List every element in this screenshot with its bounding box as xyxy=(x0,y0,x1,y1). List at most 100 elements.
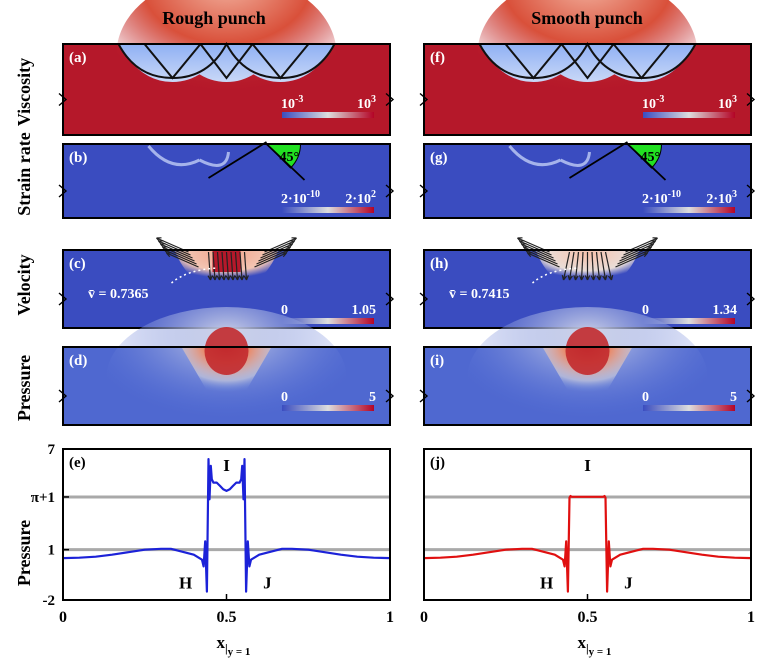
colorbar-min-label: 0 xyxy=(642,303,649,318)
panel-label: (h) xyxy=(430,256,448,272)
colorbar-max-label: 1.34 xyxy=(713,303,738,318)
velocity-arrow xyxy=(207,251,212,281)
colorbar-min-label: 10-3 xyxy=(642,94,664,112)
panel-label: (b) xyxy=(69,150,87,166)
colorbar-max-label: 103 xyxy=(718,94,737,112)
series-line-rough xyxy=(62,458,391,593)
y-tick-label: 1 xyxy=(48,543,56,559)
side-boundary-marker xyxy=(58,184,68,198)
slip-line xyxy=(612,43,671,80)
panel-d: 0 5 (d) xyxy=(58,307,395,447)
colorbar xyxy=(282,318,374,324)
side-boundary-marker xyxy=(419,389,429,403)
panel-label: (a) xyxy=(69,50,87,66)
side-boundary-marker xyxy=(385,292,395,306)
row-label-4: Pressure xyxy=(14,520,34,586)
colorbar-max-label: 5 xyxy=(730,390,737,405)
velocity-arrow xyxy=(243,251,248,281)
mean-velocity-label: v̄ = 0.7365 xyxy=(88,287,148,302)
line-chart-0: (e) I H J 0 0.5 1 x|y = 1 -2 1 π+1 7 xyxy=(31,442,394,658)
velocity-arrow xyxy=(580,251,584,281)
arrow-head xyxy=(243,275,249,281)
arrow-head xyxy=(238,275,245,281)
annotation-J: J xyxy=(263,573,272,592)
pressure-peak xyxy=(565,327,610,375)
annotation-H: H xyxy=(179,573,192,592)
row-label-3: Pressure xyxy=(14,355,34,421)
strain-band xyxy=(508,145,591,167)
panel-label: (d) xyxy=(69,353,87,369)
panel-label: (i) xyxy=(430,353,444,369)
angle-label: 45° xyxy=(280,150,300,165)
velocity-arrow xyxy=(591,251,595,281)
velocity-arrow xyxy=(527,252,560,268)
panel-f: 10-3 103 (f) xyxy=(419,0,756,136)
row-label-2: Velocity xyxy=(14,254,34,315)
arrow-head xyxy=(590,275,596,281)
colorbar-max-label: 103 xyxy=(357,94,376,112)
y-tick-label: -2 xyxy=(43,593,56,609)
slip-line xyxy=(251,43,310,80)
mean-velocity-leader xyxy=(171,267,217,284)
panel-frame xyxy=(62,143,391,219)
pressure-peak xyxy=(204,327,249,375)
velocity-arrow xyxy=(225,251,230,281)
arrow-head xyxy=(225,275,231,281)
x-tick-label: 0 xyxy=(420,609,428,626)
velocity-arrow xyxy=(166,252,199,268)
line-chart-1: (j) I H J 0 0.5 1 x|y = 1 xyxy=(420,448,755,658)
slip-line xyxy=(199,43,254,80)
side-boundary-marker xyxy=(419,292,429,306)
slip-line xyxy=(265,143,306,181)
velocity-arrow xyxy=(595,251,601,281)
arrow-head xyxy=(607,275,614,281)
colorbar-max-label: 2·102 xyxy=(345,189,376,207)
strain-band xyxy=(147,145,230,167)
colorbar xyxy=(643,207,735,213)
strain-rate-field xyxy=(424,144,751,218)
pressure-fan xyxy=(542,347,633,407)
side-boundary-marker xyxy=(746,389,756,403)
velocity-arrow xyxy=(230,251,234,281)
slip-line xyxy=(143,43,202,80)
mean-velocity-leader xyxy=(532,267,578,284)
strain-rate-field xyxy=(63,144,390,218)
arrow-head xyxy=(584,275,591,281)
colorbar-min-label: 0 xyxy=(281,390,288,405)
slip-line xyxy=(208,141,267,179)
velocity-arrow xyxy=(234,251,239,281)
colorbar-min-label: 0 xyxy=(281,303,288,318)
side-boundary-marker xyxy=(746,92,756,107)
column-title-smooth: Smooth punch xyxy=(531,8,643,28)
colorbar xyxy=(282,112,374,118)
arrow-head xyxy=(281,252,287,258)
velocity-arrow xyxy=(604,251,613,281)
velocity-arrow xyxy=(221,251,225,281)
panel-label: (g) xyxy=(430,150,448,166)
side-boundary-marker xyxy=(419,184,429,198)
panel-label: (e) xyxy=(69,455,86,471)
arrow-head xyxy=(561,275,568,281)
series-line-smooth xyxy=(423,494,752,593)
arrow-head xyxy=(642,252,648,258)
panel-b: 45° 2·10-10 2·102 (b) xyxy=(58,141,395,219)
slip-line xyxy=(504,43,563,80)
x-tick-label: 0.5 xyxy=(217,609,237,626)
panel-frame xyxy=(423,43,752,136)
slip-line xyxy=(569,141,628,179)
panel-label: (j) xyxy=(430,455,445,471)
arrow-head xyxy=(573,275,579,281)
panel-label: (f) xyxy=(430,50,445,66)
side-boundary-marker xyxy=(385,389,395,403)
panel-frame xyxy=(62,43,391,136)
colorbar-min-label: 2·10-10 xyxy=(281,189,320,207)
panel-c: v̄ = 0.7365 0 1.05 (c) xyxy=(58,237,395,329)
x-tick-label: 0 xyxy=(59,609,67,626)
mean-velocity-label: v̄ = 0.7415 xyxy=(449,287,509,302)
colorbar xyxy=(643,318,735,324)
arrow-head xyxy=(220,275,227,281)
pressure-fan xyxy=(181,347,272,407)
panel-frame xyxy=(423,143,752,219)
rigid-block xyxy=(212,250,241,272)
annotation-J: J xyxy=(624,573,633,592)
